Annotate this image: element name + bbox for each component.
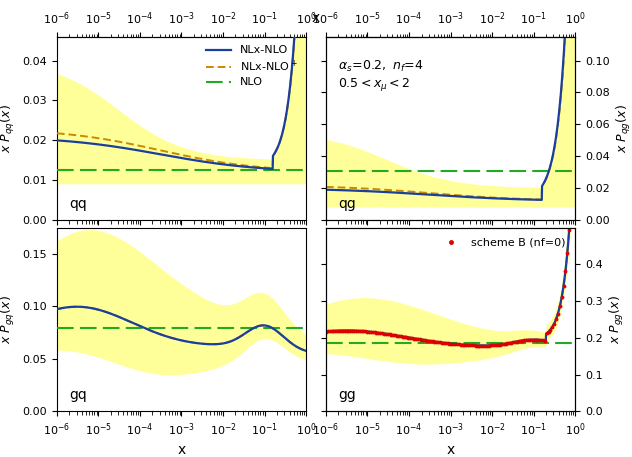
- Y-axis label: $x\ P_{qq}(x)$: $x\ P_{qq}(x)$: [0, 104, 17, 153]
- Text: gg: gg: [338, 388, 356, 402]
- Text: gq: gq: [70, 388, 87, 402]
- Y-axis label: $x\ P_{gq}(x)$: $x\ P_{gq}(x)$: [0, 295, 17, 344]
- Text: qq: qq: [70, 197, 87, 211]
- X-axis label: x: x: [178, 443, 186, 457]
- Y-axis label: $x\ P_{qg}(x)$: $x\ P_{qg}(x)$: [615, 104, 632, 153]
- Legend: scheme B (nf=0): scheme B (nf=0): [435, 233, 569, 252]
- Text: x: x: [312, 11, 320, 25]
- Y-axis label: $x\ P_{gg}(x)$: $x\ P_{gg}(x)$: [608, 295, 626, 344]
- Text: qg: qg: [338, 197, 356, 211]
- X-axis label: x: x: [446, 443, 454, 457]
- Legend: NLx-NLO, NLx-NLO$^+$, NLO: NLx-NLO, NLx-NLO$^+$, NLO: [203, 42, 300, 91]
- Text: $\alpha_s\!=\!0.2,\ n_f\!=\!4$
$0.5 < x_\mu < 2$: $\alpha_s\!=\!0.2,\ n_f\!=\!4$ $0.5 < x_…: [338, 58, 425, 93]
